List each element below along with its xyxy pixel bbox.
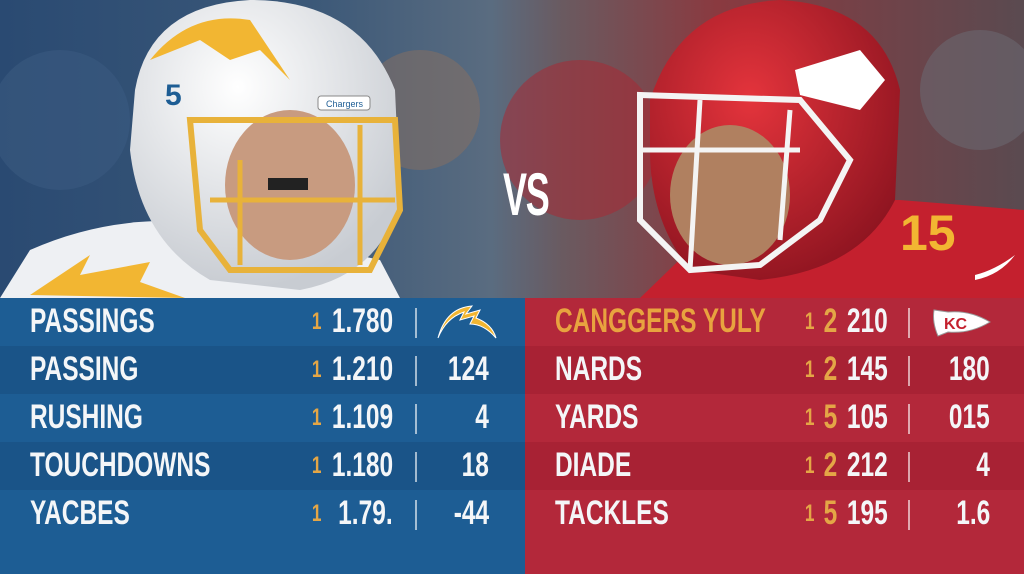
stat-right-value: 4 [976, 446, 990, 484]
stat-right-value: 4 [475, 398, 489, 436]
table-row: CANGGERS YULY 1 2 210 KC [525, 298, 1024, 346]
divider [908, 452, 910, 482]
stat-value: 195 [847, 494, 888, 532]
stat-prefix: 1 [311, 308, 322, 335]
stat-prefix-2: 2 [823, 446, 838, 484]
stat-prefix: 1 [311, 404, 322, 431]
stat-label: PASSINGS [30, 302, 155, 340]
stat-prefix: 1 [804, 500, 815, 527]
stat-prefix: 1 [311, 356, 322, 383]
table-row: TOUCHDOWNS 1 1.180 18 [0, 442, 525, 490]
stat-value: 1.210 [331, 350, 393, 388]
svg-text:5: 5 [165, 79, 182, 112]
stat-value: 1.79. [338, 494, 393, 532]
stat-label: NARDS [555, 350, 643, 388]
stat-value: 105 [847, 398, 888, 436]
stat-value: 1.109 [331, 398, 393, 436]
stat-right-value: -44 [453, 494, 489, 532]
chiefs-stats-table: CANGGERS YULY 1 2 210 KC NARDS 1 2 145 1… [525, 298, 1024, 574]
stat-prefix-2: 2 [823, 350, 838, 388]
stat-value: 210 [847, 302, 888, 340]
stat-right-value: 015 [949, 398, 990, 436]
player-photo: 5 Chargers 15 VS [0, 0, 1024, 298]
stat-label: PASSING [30, 350, 139, 388]
stat-value: 145 [847, 350, 888, 388]
svg-text:KC: KC [944, 316, 968, 333]
stat-prefix: 1 [804, 356, 815, 383]
stat-right-value: 1.6 [955, 494, 990, 532]
divider [415, 356, 417, 386]
divider [908, 356, 910, 386]
table-row: TACKLES 1 5 195 1.6 [525, 490, 1024, 538]
table-row: YARDS 1 5 105 015 [525, 394, 1024, 442]
table-row: PASSING 1 1.210 124 [0, 346, 525, 394]
stat-value: 1.180 [331, 446, 393, 484]
stat-value: 212 [847, 446, 888, 484]
jersey-bolt [30, 255, 185, 298]
stat-prefix: 1 [311, 500, 322, 527]
stat-label: RUSHING [30, 398, 143, 436]
svg-text:Chargers: Chargers [326, 99, 364, 109]
stat-prefix-2: 2 [823, 302, 838, 340]
chargers-helmet: 5 Chargers [130, 0, 404, 290]
stat-label: CANGGERS YULY [555, 302, 766, 340]
vs-label: VS [503, 161, 550, 228]
chargers-bolt-logo [437, 305, 497, 339]
stat-prefix: 1 [804, 452, 815, 479]
divider [908, 404, 910, 434]
stat-right-value: 180 [949, 350, 990, 388]
stat-label: TACKLES [555, 494, 669, 532]
divider [908, 308, 910, 338]
swoosh-icon [975, 255, 1015, 280]
table-row: PASSINGS 1 1.780 [0, 298, 525, 346]
stat-value: 1.780 [331, 302, 393, 340]
chiefs-helmet [637, 0, 900, 280]
stat-label: YARDS [555, 398, 639, 436]
chargers-stats-table: PASSINGS 1 1.780 PASSING 1 1.210 124 RUS… [0, 298, 525, 574]
stat-label: DIADE [555, 446, 632, 484]
table-row: YACBES 1 1.79. -44 [0, 490, 525, 538]
stat-prefix: 1 [311, 452, 322, 479]
table-row: DIADE 1 2 212 4 [525, 442, 1024, 490]
stat-right-value: 18 [461, 446, 489, 484]
stat-right-value: 124 [448, 350, 489, 388]
divider [908, 500, 910, 530]
stat-prefix-2: 5 [823, 494, 838, 532]
chiefs-arrowhead-logo: KC [933, 309, 991, 337]
stat-label: TOUCHDOWNS [30, 446, 211, 484]
table-row: NARDS 1 2 145 180 [525, 346, 1024, 394]
divider [415, 308, 417, 338]
stat-prefix: 1 [804, 308, 815, 335]
divider [415, 404, 417, 434]
stat-label: YACBES [30, 494, 130, 532]
svg-text:15: 15 [900, 205, 956, 261]
stat-prefix: 1 [804, 404, 815, 431]
table-row: RUSHING 1 1.109 4 [0, 394, 525, 442]
divider [415, 500, 417, 530]
divider [415, 452, 417, 482]
stat-prefix-2: 5 [823, 398, 838, 436]
